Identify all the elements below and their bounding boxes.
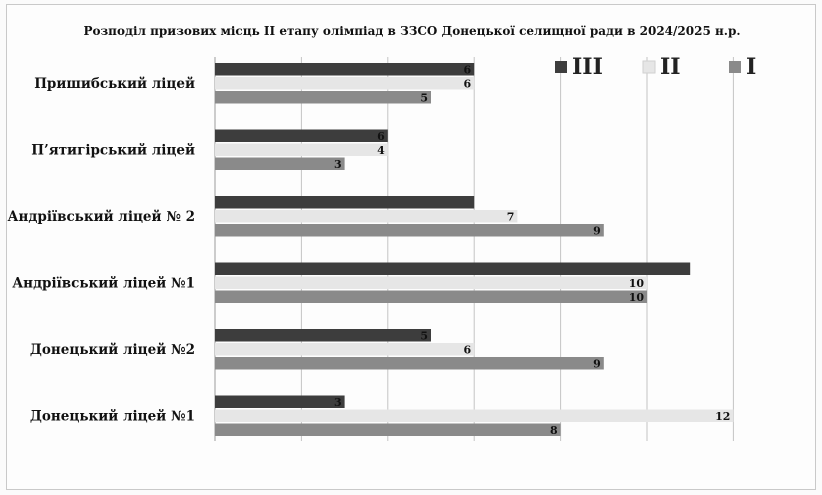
- bar-ii-3: [215, 276, 647, 289]
- category-label: Андріївський ліцей №1: [12, 276, 195, 292]
- category-label: Донецький ліцей №2: [30, 342, 195, 358]
- data-label: 6: [464, 64, 472, 77]
- bar-iii-0: [215, 63, 475, 76]
- data-label: 4: [377, 144, 385, 157]
- chart-frame: Розподіл призових місць ІІ етапу олімпіа…: [6, 4, 816, 490]
- data-label: 3: [334, 158, 342, 171]
- bar-chart: Розподіл призових місць ІІ етапу олімпіа…: [8, 24, 756, 441]
- bar-i-3: [215, 290, 647, 303]
- data-label: 6: [464, 78, 472, 91]
- data-label: 8: [550, 424, 558, 437]
- data-label: 10: [629, 277, 645, 290]
- bar-i-1: [215, 157, 345, 170]
- bar-iii-1: [215, 129, 388, 142]
- legend-label: I: [746, 54, 756, 80]
- data-label: 6: [464, 344, 472, 357]
- data-label: 10: [629, 291, 645, 304]
- bar-i-4: [215, 357, 604, 370]
- category-label: Пришибський ліцей: [34, 76, 195, 92]
- chart-title: Розподіл призових місць ІІ етапу олімпіа…: [83, 24, 740, 38]
- category-label: Андріївський ліцей № 2: [8, 209, 196, 225]
- grid-lines: [214, 57, 734, 441]
- legend-label: III: [572, 54, 603, 80]
- legend-swatch: [729, 61, 741, 73]
- bar-iii-3: [215, 262, 691, 275]
- bar-i-5: [215, 423, 561, 436]
- data-label: 5: [420, 92, 428, 105]
- bar-ii-1: [215, 143, 388, 156]
- legend: III II I: [555, 54, 756, 80]
- legend-swatch: [642, 60, 656, 74]
- data-label: 3: [334, 396, 342, 409]
- bar-ii-5: [215, 409, 734, 422]
- bar-i-2: [215, 224, 604, 237]
- bar-iii-4: [215, 329, 431, 342]
- bar-ii-4: [215, 343, 475, 356]
- data-label: 9: [593, 225, 601, 238]
- bar-i-0: [215, 91, 431, 104]
- data-label: 5: [420, 330, 428, 343]
- category-label: П’ятигірський ліцей: [31, 143, 195, 159]
- bar-iii-5: [215, 395, 345, 408]
- data-label: 6: [377, 130, 385, 143]
- data-label: 7: [507, 211, 515, 224]
- legend-label: II: [660, 54, 681, 80]
- category-labels: Пришибський ліцей П’ятигірський ліцей Андр…: [8, 76, 196, 425]
- bar-iii-2: [215, 196, 475, 209]
- data-label: 12: [715, 410, 730, 423]
- bar-ii-2: [215, 210, 518, 223]
- bar-ii-0: [215, 77, 475, 90]
- category-label: Донецький ліцей №1: [30, 409, 195, 425]
- legend-swatch: [555, 61, 567, 73]
- data-label: 9: [593, 358, 601, 371]
